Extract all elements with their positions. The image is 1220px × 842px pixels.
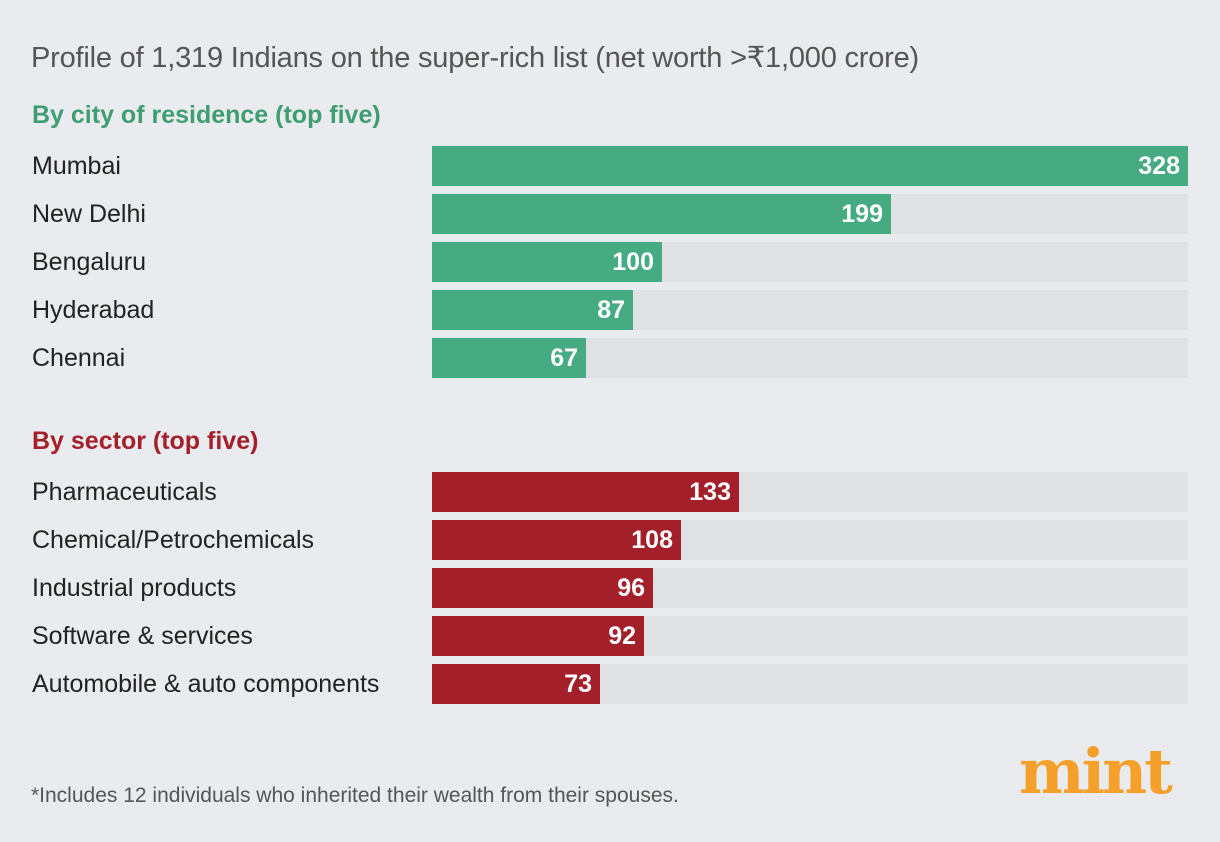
bar: 92 xyxy=(432,616,644,656)
bar: 199 xyxy=(432,194,891,234)
category-label: Pharmaceuticals xyxy=(32,478,217,506)
bar-track: 73 xyxy=(432,664,1188,704)
sector-row: Chemical/Petrochemicals 108 xyxy=(0,520,1220,560)
category-label: Software & services xyxy=(32,622,253,650)
data-label: 133 xyxy=(689,478,731,506)
sector-section-heading: By sector (top five) xyxy=(32,427,259,455)
chart-title: Profile of 1,319 Indians on the super-ri… xyxy=(31,42,920,74)
bar: 133 xyxy=(432,472,739,512)
bar-track: 67 xyxy=(432,338,1188,378)
data-label: 96 xyxy=(617,574,645,602)
bar: 73 xyxy=(432,664,600,704)
data-label: 87 xyxy=(597,296,625,324)
category-label: New Delhi xyxy=(32,200,146,228)
bar-track: 108 xyxy=(432,520,1188,560)
bar-track: 92 xyxy=(432,616,1188,656)
category-label: Bengaluru xyxy=(32,248,146,276)
bar: 67 xyxy=(432,338,586,378)
data-label: 199 xyxy=(841,200,883,228)
bar-track: 328 xyxy=(432,146,1188,186)
sector-row: Industrial products 96 xyxy=(0,568,1220,608)
footnote: *Includes 12 individuals who inherited t… xyxy=(31,784,679,807)
city-section-heading: By city of residence (top five) xyxy=(32,101,381,129)
city-row: Hyderabad 87 xyxy=(0,290,1220,330)
sector-row: Pharmaceuticals 133 xyxy=(0,472,1220,512)
bar: 328 xyxy=(432,146,1188,186)
bar-track: 87 xyxy=(432,290,1188,330)
data-label: 108 xyxy=(631,526,673,554)
city-row: Mumbai 328 xyxy=(0,146,1220,186)
mint-logo: mint xyxy=(1019,735,1173,808)
sector-row: Software & services 92 xyxy=(0,616,1220,656)
bar: 96 xyxy=(432,568,653,608)
city-row: Bengaluru 100 xyxy=(0,242,1220,282)
data-label: 73 xyxy=(564,670,592,698)
bar-track: 96 xyxy=(432,568,1188,608)
category-label: Mumbai xyxy=(32,152,121,180)
bar-track: 199 xyxy=(432,194,1188,234)
city-row: New Delhi 199 xyxy=(0,194,1220,234)
city-row: Chennai 67 xyxy=(0,338,1220,378)
data-label: 328 xyxy=(1138,152,1180,180)
category-label: Hyderabad xyxy=(32,296,155,324)
data-label: 100 xyxy=(612,248,654,276)
category-label: Automobile & auto components xyxy=(32,670,380,698)
bar: 100 xyxy=(432,242,662,282)
bar: 87 xyxy=(432,290,633,330)
category-label: Chemical/Petrochemicals xyxy=(32,526,315,554)
category-label: Industrial products xyxy=(32,574,237,602)
sector-row: Automobile & auto components 73 xyxy=(0,664,1220,704)
data-label: 92 xyxy=(608,622,636,650)
bar-track: 100 xyxy=(432,242,1188,282)
data-label: 67 xyxy=(550,344,578,372)
bar-track: 133 xyxy=(432,472,1188,512)
category-label: Chennai xyxy=(32,344,126,372)
bar: 108 xyxy=(432,520,681,560)
